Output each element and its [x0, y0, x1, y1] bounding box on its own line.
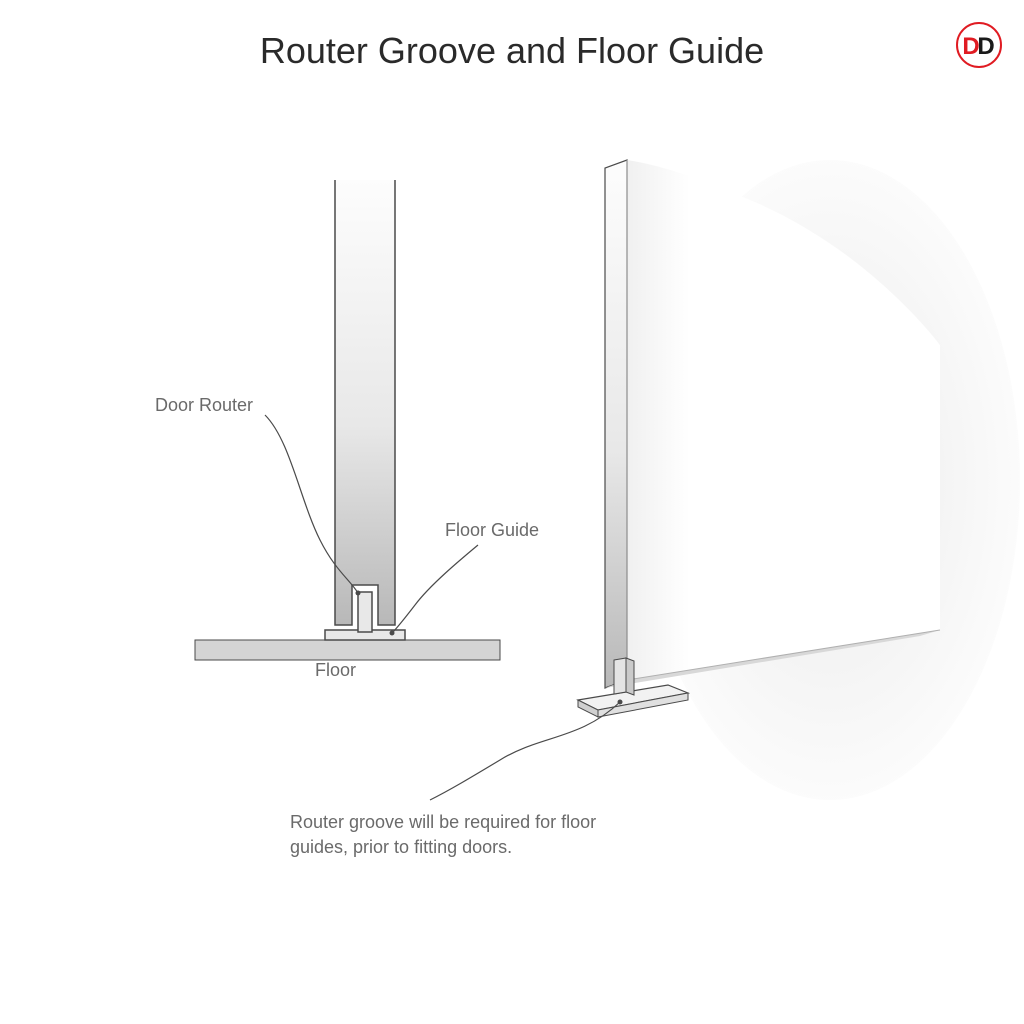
leader-floor-guide [392, 545, 478, 633]
label-floor-guide: Floor Guide [445, 520, 539, 541]
label-floor: Floor [315, 660, 356, 681]
leader-caption [430, 702, 620, 800]
diagram-canvas [0, 0, 1024, 1024]
caption-text: Router groove will be required for floor… [290, 810, 630, 860]
door-cross-section [335, 180, 395, 625]
cross-section-diagram [195, 180, 500, 660]
floor-surface [195, 640, 500, 660]
label-door-router: Door Router [155, 395, 253, 416]
door-edge [605, 160, 627, 688]
